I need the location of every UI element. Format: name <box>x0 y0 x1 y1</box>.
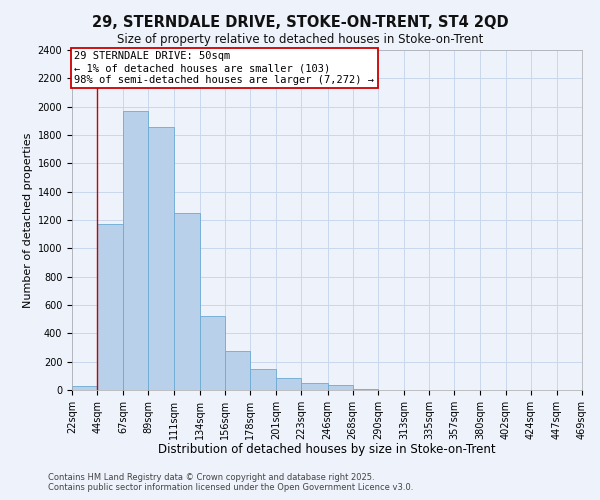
Text: Size of property relative to detached houses in Stoke-on-Trent: Size of property relative to detached ho… <box>117 32 483 46</box>
Bar <box>250 369 276 390</box>
Bar <box>72 386 97 390</box>
Bar <box>200 316 225 390</box>
Y-axis label: Number of detached properties: Number of detached properties <box>23 132 34 308</box>
X-axis label: Distribution of detached houses by size in Stoke-on-Trent: Distribution of detached houses by size … <box>158 444 496 456</box>
Text: 29, STERNDALE DRIVE, STOKE-ON-TRENT, ST4 2QD: 29, STERNDALE DRIVE, STOKE-ON-TRENT, ST4… <box>92 15 508 30</box>
Bar <box>173 213 200 390</box>
Bar <box>97 224 124 390</box>
Bar <box>148 126 173 390</box>
Text: 29 STERNDALE DRIVE: 50sqm
← 1% of detached houses are smaller (103)
98% of semi-: 29 STERNDALE DRIVE: 50sqm ← 1% of detach… <box>74 52 374 84</box>
Bar <box>276 378 301 390</box>
Bar <box>328 385 353 390</box>
Bar <box>301 383 328 390</box>
Bar <box>124 111 148 390</box>
Bar <box>225 351 250 390</box>
Text: Contains HM Land Registry data © Crown copyright and database right 2025.
Contai: Contains HM Land Registry data © Crown c… <box>48 473 413 492</box>
